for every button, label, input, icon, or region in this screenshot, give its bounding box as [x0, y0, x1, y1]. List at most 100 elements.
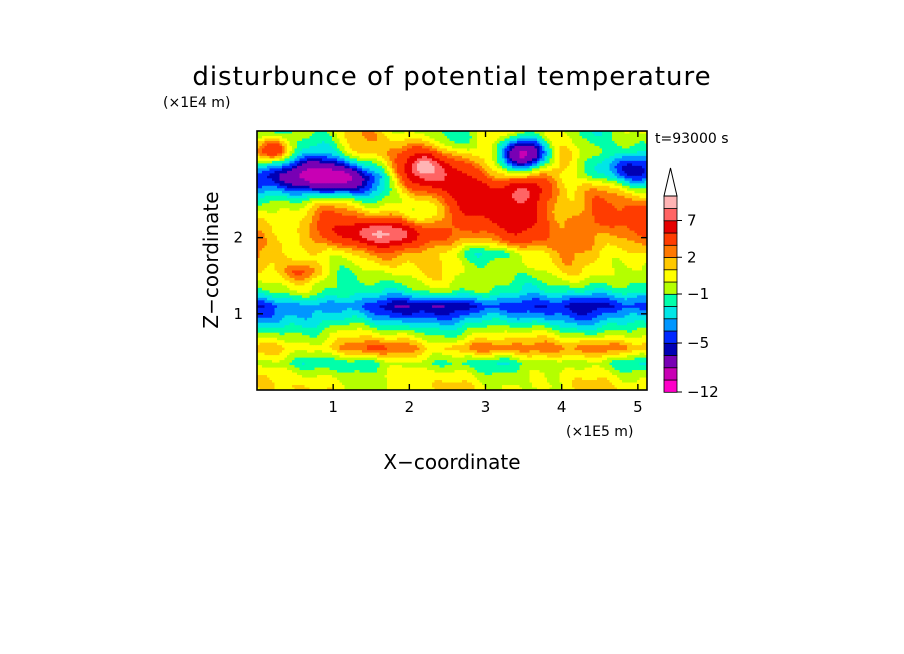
- contour-cell: [517, 155, 520, 159]
- contour-cell: [634, 138, 638, 142]
- contour-cell: [467, 205, 470, 209]
- contour-cell: [402, 148, 405, 152]
- contour-cell: [284, 173, 288, 177]
- contour-cell: [419, 208, 423, 212]
- contour-cell: [314, 148, 318, 152]
- contour-cell: [487, 143, 490, 147]
- contour-cell: [319, 158, 323, 162]
- contour-cell: [259, 198, 263, 202]
- contour-cell: [349, 203, 353, 207]
- contour-cell: [362, 198, 365, 202]
- contour-cell: [274, 178, 278, 182]
- contour-cell: [442, 155, 445, 159]
- contour-cell: [604, 131, 608, 134]
- contour-cell: [267, 170, 270, 174]
- contour-cell: [547, 193, 550, 197]
- contour-cell: [562, 198, 565, 202]
- contour-cell: [624, 153, 628, 157]
- contour-cell: [472, 135, 475, 139]
- contour-cell: [397, 165, 400, 169]
- contour-cell: [569, 150, 573, 154]
- contour-cell: [332, 200, 335, 204]
- contour-cell: [594, 198, 598, 202]
- contour-cell: [359, 200, 363, 204]
- contour-cell: [282, 163, 285, 167]
- contour-cell: [384, 163, 388, 167]
- contour-cell: [292, 173, 295, 177]
- contour-cell: [459, 200, 463, 204]
- contour-cell: [447, 153, 450, 157]
- contour-cell: [377, 173, 380, 177]
- contour-cell: [469, 183, 473, 187]
- contour-cell: [499, 165, 503, 169]
- contour-cell: [612, 133, 615, 137]
- contour-cell: [604, 138, 608, 142]
- contour-cell: [382, 158, 385, 162]
- contour-cell: [434, 145, 438, 149]
- contour-cell: [322, 203, 325, 207]
- contour-cell: [449, 208, 453, 212]
- contour-cell: [607, 140, 610, 144]
- contour-cell: [482, 188, 485, 192]
- contour-cell: [537, 178, 540, 182]
- contour-cell: [312, 188, 315, 192]
- contour-cell: [557, 158, 560, 162]
- contour-cell: [257, 210, 260, 214]
- contour-cell: [634, 183, 638, 187]
- contour-cell: [527, 203, 530, 207]
- contour-cell: [334, 133, 338, 137]
- contour-cell: [357, 145, 360, 149]
- contour-cell: [479, 135, 483, 139]
- contour-cell: [432, 193, 435, 197]
- contour-cell: [347, 168, 350, 172]
- contour-cell: [539, 158, 543, 162]
- contour-cell: [577, 205, 580, 209]
- contour-cell: [259, 155, 263, 159]
- contour-cell: [594, 188, 598, 192]
- contour-cell: [339, 155, 343, 159]
- contour-cell: [602, 175, 605, 179]
- contour-cell: [402, 138, 405, 142]
- contour-cell: [549, 131, 553, 134]
- contour-cell: [409, 193, 413, 197]
- contour-cell: [579, 143, 583, 147]
- contour-cell: [382, 203, 385, 207]
- contour-cell: [589, 195, 593, 199]
- contour-cell: [567, 168, 570, 172]
- contour-cell: [282, 143, 285, 147]
- contour-cell: [414, 190, 418, 194]
- contour-cell: [499, 195, 503, 199]
- contour-cell: [317, 168, 320, 172]
- contour-cell: [417, 160, 420, 164]
- contour-cell: [592, 180, 595, 184]
- contour-cell: [402, 131, 405, 134]
- contour-cell: [462, 131, 465, 134]
- contour-cell: [314, 178, 318, 182]
- contour-cell: [582, 205, 585, 209]
- contour-cell: [462, 180, 465, 184]
- contour-cell: [312, 175, 315, 179]
- contour-cell: [577, 180, 580, 184]
- contour-cell: [482, 168, 485, 172]
- contour-cell: [399, 163, 403, 167]
- contour-cell: [642, 175, 645, 179]
- contour-cell: [377, 168, 380, 172]
- contour-cell: [452, 188, 455, 192]
- contour-cell: [479, 160, 483, 164]
- contour-cell: [644, 178, 647, 182]
- contour-cell: [404, 188, 408, 192]
- contour-cell: [259, 165, 263, 169]
- contour-cell: [474, 178, 478, 182]
- contour-cell: [332, 170, 335, 174]
- contour-cell: [612, 160, 615, 164]
- contour-cell: [437, 143, 440, 147]
- contour-cell: [489, 170, 493, 174]
- contour-cell: [354, 153, 358, 157]
- contour-cell: [392, 163, 395, 167]
- contour-cell: [619, 145, 623, 149]
- contour-cell: [314, 153, 318, 157]
- contour-cell: [309, 198, 313, 202]
- contour-cell: [554, 173, 558, 177]
- contour-cell: [312, 138, 315, 142]
- contour-cell: [327, 140, 330, 144]
